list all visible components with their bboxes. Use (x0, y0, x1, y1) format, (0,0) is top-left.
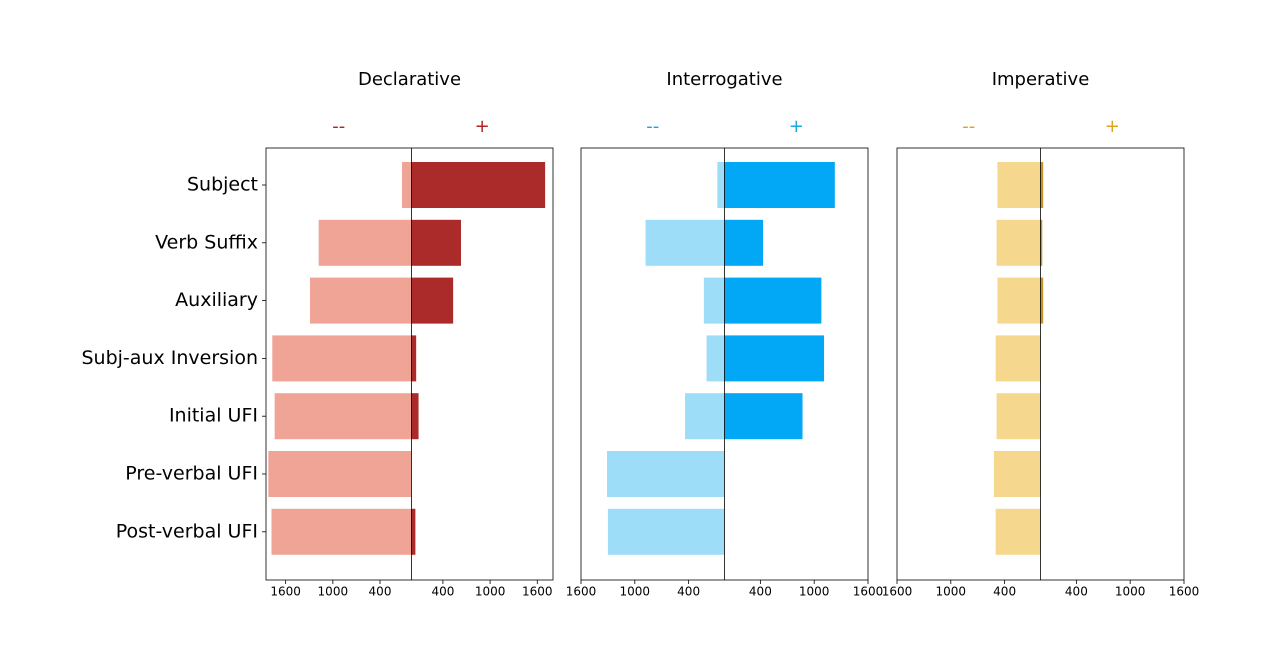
x-tick-label: 1000 (799, 585, 830, 599)
bar (411, 393, 419, 440)
bar (724, 393, 803, 440)
bar (607, 451, 725, 497)
legend-label: + (789, 116, 804, 137)
bar (645, 219, 725, 266)
bar (997, 162, 1041, 208)
x-tick-label: 400 (677, 585, 700, 599)
bar (310, 277, 412, 324)
bar (411, 162, 546, 208)
legend-label: -- (646, 116, 659, 137)
legend-label: + (1105, 116, 1120, 137)
x-tick-label: 1600 (882, 585, 913, 599)
x-tick-label: 1000 (318, 585, 349, 599)
bar (724, 277, 822, 324)
y-tick-label: Initial UFI (169, 405, 258, 427)
bar (607, 508, 725, 555)
x-tick-label: 1000 (936, 585, 967, 599)
bar (1040, 277, 1044, 324)
bar (411, 508, 416, 555)
bar (411, 277, 454, 324)
panel-title: Declarative (358, 69, 461, 90)
panel-title: Interrogative (666, 69, 782, 90)
bar (411, 335, 417, 382)
y-tick-label: Pre-verbal UFI (125, 463, 258, 485)
bar (996, 219, 1041, 266)
x-tick-label: 400 (1065, 585, 1088, 599)
legend-label: -- (332, 116, 345, 137)
bar (706, 335, 725, 382)
x-tick-label: 1600 (270, 585, 301, 599)
bar (271, 508, 412, 555)
legend-label: + (475, 116, 490, 137)
bar (703, 277, 725, 324)
bar (724, 219, 764, 266)
x-tick-label: 400 (369, 585, 392, 599)
x-tick-label: 1600 (566, 585, 597, 599)
x-tick-label: 1000 (475, 585, 506, 599)
bar (685, 393, 725, 440)
y-tick-label: Subject (187, 174, 258, 196)
bar (717, 162, 725, 208)
bar (1040, 219, 1043, 266)
legend-label: -- (962, 116, 975, 137)
bar (995, 508, 1041, 555)
x-tick-label: 1600 (1169, 585, 1200, 599)
panel-title: Imperative (992, 69, 1090, 90)
x-tick-label: 1600 (853, 585, 884, 599)
x-tick-label: 1600 (522, 585, 553, 599)
bar (997, 277, 1041, 324)
bar (1040, 162, 1044, 208)
x-tick-label: 1000 (1115, 585, 1146, 599)
panel-frame (265, 147, 554, 581)
bar (724, 162, 835, 208)
bar (268, 451, 412, 497)
bar (318, 219, 412, 266)
bar (995, 335, 1041, 382)
x-tick-label: 1000 (620, 585, 651, 599)
bar (993, 451, 1041, 497)
x-tick-label: 400 (431, 585, 454, 599)
x-tick-label: 400 (993, 585, 1016, 599)
y-tick-label: Verb Suffix (155, 231, 258, 253)
y-tick-label: Post-verbal UFI (116, 520, 258, 542)
y-tick-label: Subj-aux Inversion (81, 347, 258, 369)
bar (411, 219, 462, 266)
bar (274, 393, 412, 440)
bar (724, 335, 825, 382)
bar (996, 393, 1041, 440)
bar (272, 335, 412, 382)
x-tick-label: 400 (749, 585, 772, 599)
bar (402, 162, 412, 208)
y-tick-label: Auxiliary (175, 289, 258, 311)
